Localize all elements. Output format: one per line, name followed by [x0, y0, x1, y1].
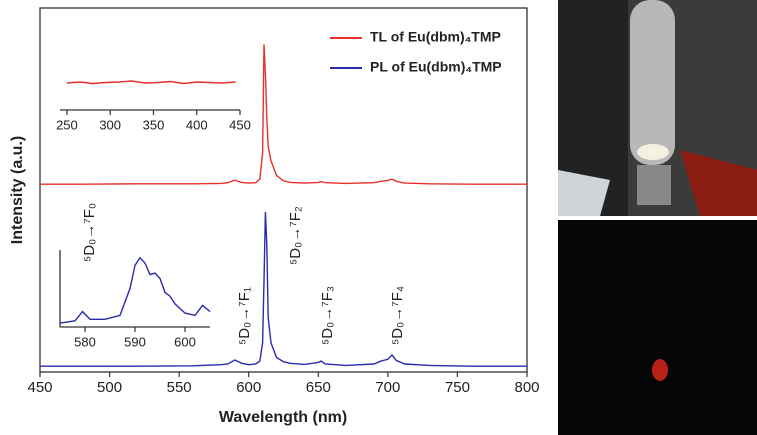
- y-axis-label: Intensity (a.u.): [9, 136, 26, 244]
- x-tick-label: 590: [124, 334, 146, 349]
- annotation: ⁵D₀→⁷F₀: [81, 203, 98, 262]
- x-tick-label: 600: [236, 379, 261, 396]
- x-tick-label: 350: [143, 117, 165, 132]
- plot-frame: [39, 7, 528, 373]
- photo-base: [680, 150, 757, 216]
- annotation: ⁵D₀→⁷F₂: [287, 206, 304, 265]
- series-line: [59, 256, 211, 324]
- series-line: [66, 80, 236, 85]
- x-tick-label: 650: [306, 379, 331, 396]
- x-tick-label: 400: [186, 117, 208, 132]
- x-tick-label: 550: [167, 379, 192, 396]
- photo-cloth: [558, 170, 610, 216]
- x-tick-label: 580: [74, 334, 96, 349]
- annotation: ⁵D₀→⁷F₄: [389, 286, 406, 345]
- x-tick-label: 450: [27, 379, 52, 396]
- series-line: [40, 211, 527, 367]
- x-tick-label: 450: [229, 117, 251, 132]
- x-tick-label: 300: [99, 117, 121, 132]
- photo-sample: [637, 144, 669, 160]
- x-tick-label: 250: [56, 117, 78, 132]
- x-axis-label: Wavelength (nm): [219, 409, 347, 426]
- annotation: ⁵D₀→⁷F₃: [319, 286, 336, 345]
- series-line: [40, 44, 527, 185]
- photo-holder: [637, 165, 671, 205]
- legend-label: TL of Eu(dbm)₄TMP: [370, 29, 501, 45]
- marks: 450 500 550 600 650 700 750 800 250 300 350 400 450 5…: [27, 29, 539, 396]
- photo-tube: [630, 0, 675, 165]
- photo-glow: [652, 359, 668, 381]
- annotation: ⁵D₀→⁷F₁: [236, 287, 253, 345]
- x-tick-label: 700: [375, 379, 400, 396]
- photo-dark: [558, 220, 757, 435]
- legend-label: PL of Eu(dbm)₄TMP: [370, 59, 502, 75]
- x-tick-label: 500: [97, 379, 122, 396]
- x-tick-label: 750: [445, 379, 470, 396]
- x-tick-label: 800: [514, 379, 539, 396]
- x-tick-label: 600: [174, 334, 196, 349]
